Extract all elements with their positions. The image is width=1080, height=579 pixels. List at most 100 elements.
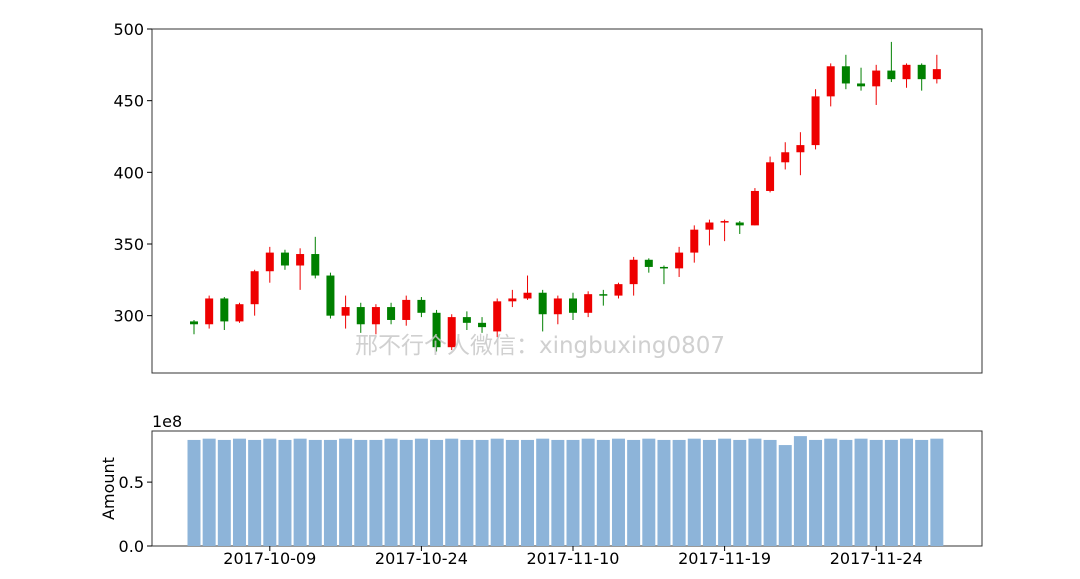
volume-ytick-label: 0.5 [119,473,144,492]
candle-body-down [599,294,608,296]
candle-body-up [553,298,562,315]
volume-bar [384,438,398,546]
volume-bar [900,438,914,546]
volume-bar [642,438,656,546]
volume-bar [521,439,535,546]
volume-bar [248,439,262,546]
candle-body-up [250,271,259,305]
volume-bar [232,438,246,546]
price-ytick-label: 450 [113,92,144,111]
candle-body-down [659,266,668,269]
volume-bar [839,439,853,546]
volume-bar [445,438,459,546]
candle-body-up [508,298,517,302]
volume-bar [748,438,762,546]
volume-ytick-label: 0.0 [119,537,144,556]
candle-body-down [432,312,441,348]
volume-bar [824,438,838,546]
watermark: 邢不行个人微信：xingbuxing0807 [355,333,725,359]
candle-body-up [296,254,305,266]
candle-body-up [781,152,790,163]
volume-bar [475,439,489,546]
candle-body-down [326,275,335,316]
price-ytick-label: 300 [113,307,144,326]
volume-bar [763,439,777,546]
volume-bar [733,439,747,546]
volume-bar [490,438,504,546]
volume-axis-label: Amount [99,457,118,520]
volume-bar [217,439,231,546]
volume-bar [657,439,671,546]
candle-body-up [720,221,729,223]
candle-body-up [902,64,911,80]
candle-body-up [447,317,456,348]
volume-bar [672,439,686,546]
candle-body-down [190,321,198,325]
price-ytick-label: 400 [113,163,144,182]
candle-body-down [220,298,229,322]
volume-bar [308,439,322,546]
date-xtick-label: 2017-11-10 [527,549,620,568]
candle-body-up [932,69,941,80]
volume-bar [915,439,929,546]
date-xtick-label: 2017-10-09 [223,549,316,568]
price-ytick-label: 350 [113,235,144,254]
candle-body-up [402,299,411,320]
volume-bar [869,439,883,546]
candle-body-down [917,64,926,80]
candle-body-up [341,307,350,316]
volume-bar [263,438,277,546]
volume-bar [323,439,337,546]
candle-body-down [887,70,896,80]
volume-bar [809,439,823,546]
volume-bar [581,438,595,546]
candle-body-down [280,252,289,266]
volume-bar [551,439,565,546]
volume-bar [278,439,292,546]
candle-body-down [644,259,653,267]
volume-bar [884,439,898,546]
volume-bar [399,439,413,546]
candle-body-down [356,307,365,325]
candle-body-up [614,284,623,296]
candle-body-down [857,83,866,87]
candle-body-down [462,317,471,323]
volume-bar [566,439,580,546]
candle-body-up [690,229,699,253]
candle-body-up [872,70,881,87]
candle-body-up [371,307,380,325]
volume-bar [339,438,353,546]
candle-body-down [478,322,487,328]
candle-body-up [766,162,775,191]
date-xtick-label: 2017-11-24 [830,549,923,568]
candle-body-up [205,298,214,325]
candle-body-up [265,252,274,272]
candle-body-up [523,292,532,299]
candle-body-down [841,66,850,84]
volume-bar [202,438,216,546]
candle-body-down [569,298,577,313]
volume-bar [460,439,474,546]
volume-bar [596,439,610,546]
candle-body-down [387,307,396,320]
candle-body-up [629,259,638,285]
volume-bar [611,438,625,546]
volume-bar [793,436,807,546]
candle-body-up [811,96,820,146]
candle-body-up [750,190,759,226]
volume-bar [430,439,444,546]
volume-bar [702,439,716,546]
price-ytick-label: 500 [113,20,144,39]
candle-body-down [311,254,320,276]
candle-body-up [675,252,684,269]
volume-bar [414,438,428,546]
volume-bar [718,438,732,546]
candle-body-up [235,304,244,322]
volume-bar [687,438,701,546]
volume-bar [778,445,792,546]
candle-body-down [735,222,744,226]
volume-bar [354,439,368,546]
candle-body-up [826,66,835,97]
